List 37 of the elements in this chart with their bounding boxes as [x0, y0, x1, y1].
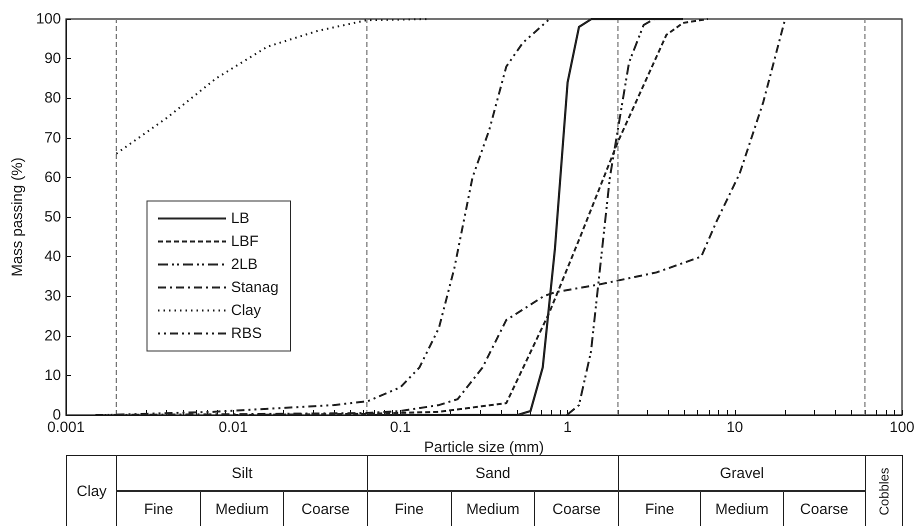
- text: Fine: [644, 500, 674, 518]
- text: Gravel: [720, 464, 764, 482]
- x-tick-label: 0.01: [218, 419, 248, 436]
- x-axis-title: Particle size (mm): [424, 438, 544, 456]
- text: Medium: [215, 500, 269, 518]
- text: Medium: [715, 500, 769, 518]
- text: Fine: [394, 500, 424, 518]
- y-tick-label: 20: [44, 327, 61, 344]
- text: Sand: [475, 464, 510, 482]
- text: Clay: [76, 482, 107, 500]
- text: Cobbles: [876, 467, 892, 515]
- x-tick-label: 0.1: [390, 419, 411, 436]
- y-axis-title: Mass passing (%): [9, 157, 26, 277]
- legend-label: RBS: [231, 325, 262, 342]
- x-tick-label: 1: [563, 419, 572, 436]
- x-tick-label: 100: [889, 419, 915, 436]
- y-tick-label: 50: [44, 208, 61, 226]
- y-tick-label: 30: [44, 288, 61, 305]
- text: Silt: [232, 464, 252, 482]
- y-tick-label: 40: [44, 248, 61, 266]
- y-tick-label: 90: [44, 50, 61, 68]
- x-tick-label: 10: [726, 419, 744, 436]
- y-tick-label: 80: [44, 90, 61, 107]
- text: Coarse: [800, 500, 848, 518]
- text: Fine: [144, 500, 174, 518]
- legend-label: LBF: [231, 233, 259, 250]
- y-tick-label: 100: [36, 10, 61, 28]
- text: Coarse: [301, 500, 350, 518]
- legend-label: LB: [231, 210, 250, 227]
- text: Coarse: [552, 500, 601, 518]
- y-tick-label: 10: [44, 366, 61, 384]
- text: Medium: [466, 500, 520, 518]
- legend-label: Stanag: [231, 279, 279, 296]
- legend-label: Clay: [231, 302, 262, 319]
- y-tick-label: 70: [44, 129, 61, 146]
- legend-label: 2LB: [231, 256, 258, 273]
- y-tick-label: 60: [44, 168, 61, 186]
